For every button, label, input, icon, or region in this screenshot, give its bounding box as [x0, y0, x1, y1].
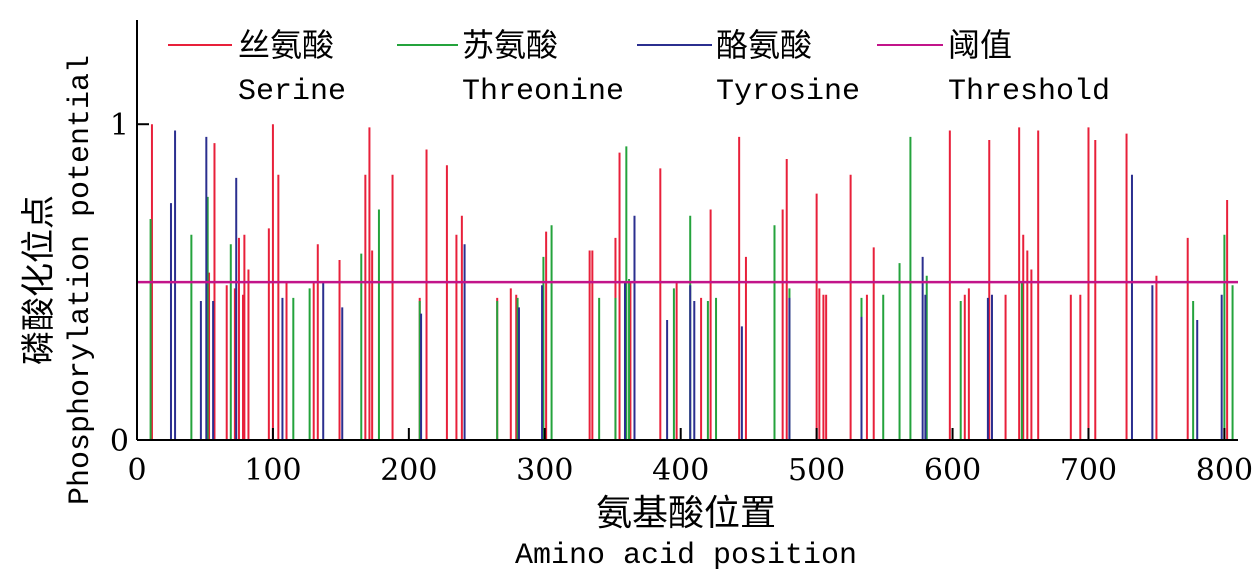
legend-item-threonine: 苏氨酸 Threonine: [397, 26, 624, 109]
x-axis-label-cn: 氨基酸位置: [596, 493, 776, 534]
x-tick-label-400: 400: [652, 453, 709, 488]
y-ticks: 01: [110, 108, 149, 459]
x-tick-label-700: 700: [1060, 453, 1117, 488]
y-axis-label-cn: 磷酸化位点: [19, 195, 59, 365]
axes: [136, 20, 1238, 441]
x-tick-label-500: 500: [788, 453, 845, 488]
legend-label-serine-en: Serine: [238, 75, 346, 109]
y-tick-label-1: 1: [110, 108, 129, 143]
x-tick-label-200: 200: [380, 453, 437, 488]
legend-label-threonine-cn: 苏氨酸: [462, 26, 558, 64]
x-tick-label-0: 0: [127, 453, 146, 488]
x-ticks: 0 100 200 300 400 500 600 700 800: [127, 428, 1253, 488]
bars-layer: [149, 124, 1234, 440]
legend-label-threonine-en: Threonine: [462, 75, 624, 109]
legend-item-serine: 丝氨酸 Serine: [168, 26, 346, 109]
legend-label-threshold-cn: 阈值: [948, 26, 1012, 64]
legend-label-tyrosine-en: Tyrosine: [716, 75, 860, 109]
legend-item-threshold: 阈值 Threshold: [877, 26, 1110, 109]
legend-label-serine-cn: 丝氨酸: [238, 26, 334, 64]
legend-label-threshold-en: Threshold: [948, 75, 1110, 109]
y-axis-label-en: Phosphorylation potential: [64, 55, 98, 505]
x-tick-label-100: 100: [244, 453, 301, 488]
x-tick-label-600: 600: [924, 453, 981, 488]
legend-item-tyrosine: 酪氨酸 Tyrosine: [637, 26, 860, 109]
x-tick-label-300: 300: [516, 453, 573, 488]
y-tick-label-0: 0: [110, 424, 129, 459]
x-axis-label-en: Amino acid position: [515, 539, 857, 573]
x-tick-label-800: 800: [1196, 453, 1253, 488]
legend-label-tyrosine-cn: 酪氨酸: [716, 26, 812, 64]
legend: 丝氨酸 Serine 苏氨酸 Threonine 酪氨酸 Tyrosine 阈值…: [168, 26, 1110, 109]
